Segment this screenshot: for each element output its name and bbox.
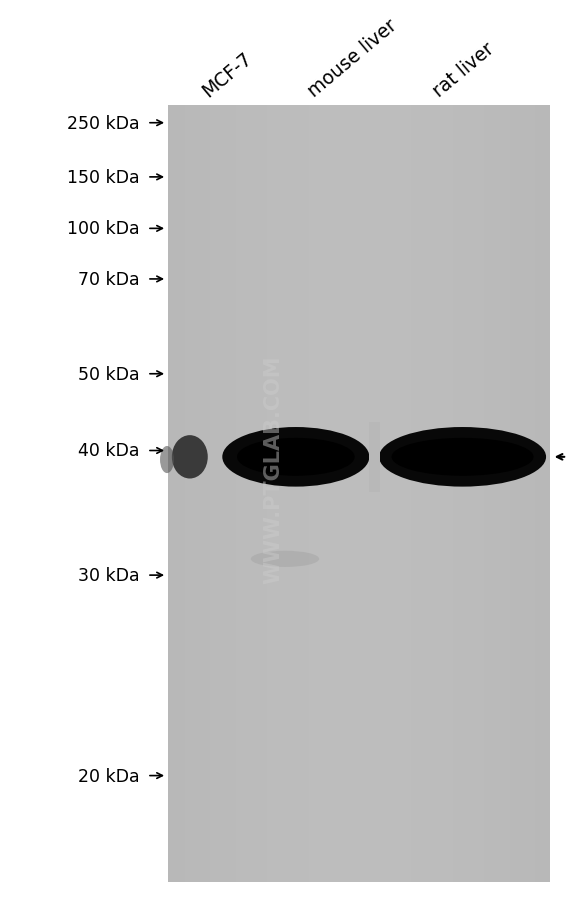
Ellipse shape bbox=[222, 428, 369, 487]
Bar bbox=[369, 422, 380, 492]
Text: rat liver: rat liver bbox=[430, 40, 498, 101]
Text: mouse liver: mouse liver bbox=[304, 16, 400, 101]
Ellipse shape bbox=[172, 436, 207, 479]
Ellipse shape bbox=[160, 446, 174, 474]
Ellipse shape bbox=[251, 551, 319, 567]
Text: 20 kDa: 20 kDa bbox=[78, 767, 140, 785]
Text: 70 kDa: 70 kDa bbox=[78, 271, 140, 289]
Text: 30 kDa: 30 kDa bbox=[78, 566, 140, 584]
Text: WWW.PTGLAB.COM: WWW.PTGLAB.COM bbox=[263, 354, 284, 584]
Text: 100 kDa: 100 kDa bbox=[67, 220, 140, 238]
Text: 250 kDa: 250 kDa bbox=[67, 115, 140, 133]
Text: 50 kDa: 50 kDa bbox=[78, 365, 140, 383]
Text: MCF-7: MCF-7 bbox=[199, 49, 256, 101]
Ellipse shape bbox=[379, 428, 546, 487]
Ellipse shape bbox=[237, 438, 355, 476]
Ellipse shape bbox=[392, 438, 534, 476]
Text: 150 kDa: 150 kDa bbox=[67, 169, 140, 187]
Text: 40 kDa: 40 kDa bbox=[78, 442, 140, 460]
